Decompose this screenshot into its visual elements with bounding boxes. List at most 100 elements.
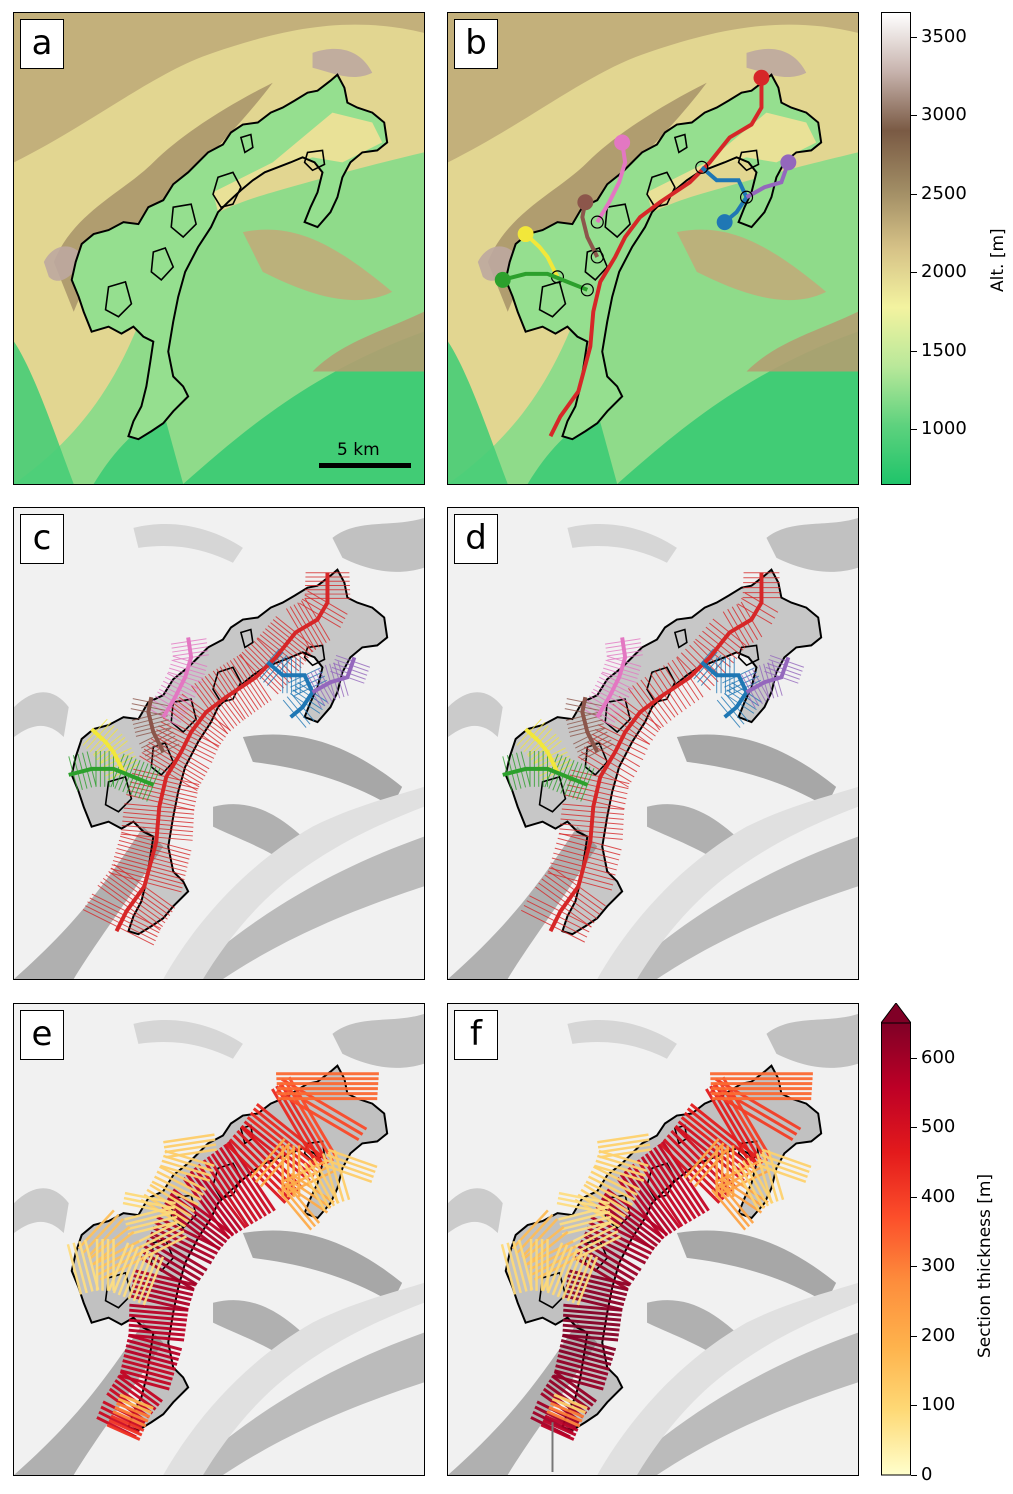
thickness-section [560, 1339, 615, 1357]
thickness-section [534, 1405, 577, 1429]
hillshade-valley [163, 786, 424, 979]
nunatak-outline [170, 203, 197, 239]
thickness-section [548, 1406, 583, 1423]
thickness-section [683, 1111, 756, 1171]
flowline-blue [700, 660, 749, 719]
terrain-band [93, 411, 184, 484]
thickness-section [542, 1419, 577, 1437]
colorbar-tick-label: 400 [921, 1185, 956, 1207]
nunatak-outline [212, 666, 242, 704]
panel-label-b: b [454, 19, 498, 69]
junction-node [695, 160, 709, 174]
terrain-band [448, 341, 508, 484]
thickness-section [555, 1364, 607, 1381]
panel-e: e [13, 1003, 425, 1476]
colorbar-tick-mark [911, 36, 917, 38]
hillshade-valley [597, 1282, 858, 1475]
nunatak-outline [673, 628, 688, 649]
glacier-outline [70, 73, 389, 441]
thickness-section [78, 1241, 94, 1292]
thickness-section [562, 1323, 620, 1332]
thickness-section [154, 1175, 202, 1201]
thickness-section [564, 1289, 625, 1307]
map-a [14, 13, 424, 484]
thickness-section [711, 1189, 747, 1231]
map-c [14, 508, 424, 979]
terrain-band [676, 229, 827, 301]
thickness-section [321, 1153, 339, 1204]
flowline-main [548, 572, 764, 933]
thickness-section [114, 1379, 157, 1411]
hillshade-ridge [766, 517, 858, 572]
thickness-section [526, 1240, 574, 1266]
thickness-section [583, 1183, 630, 1213]
flowline-head-blue [716, 214, 733, 231]
hillshade-ridge [676, 1230, 837, 1303]
flowline-green [502, 271, 589, 292]
thickness-section [112, 1244, 135, 1294]
glacier-upper [647, 112, 817, 213]
thickness-section [152, 1226, 216, 1260]
flowline-purple [745, 161, 791, 199]
thickness-section [324, 1158, 374, 1179]
thickness-colorbar [880, 1002, 912, 1476]
thickness-section [598, 1201, 658, 1248]
thickness-section [122, 1248, 145, 1298]
thickness-section [327, 1148, 378, 1169]
thickness-section [126, 1215, 178, 1231]
hillshade-ridge [766, 1013, 858, 1068]
hillshade-ridge [183, 1332, 424, 1475]
flowline-blue [700, 165, 749, 224]
thickness-section [117, 1397, 153, 1414]
thickness-section [128, 1318, 187, 1327]
thickness-section [556, 1201, 608, 1215]
hillshade-ridge [617, 1332, 858, 1475]
thickness-section [563, 1308, 622, 1317]
terrain-band [477, 246, 518, 281]
thickness-section [595, 1159, 646, 1177]
hillshade-ridge [448, 826, 598, 979]
junction-node [580, 283, 594, 297]
thickness-section [108, 1419, 143, 1437]
thickness-section [123, 1196, 175, 1210]
thickness-section [512, 1241, 528, 1292]
thickness-section [72, 1242, 88, 1294]
thickness-section [756, 1163, 807, 1184]
thickness-section [124, 1191, 176, 1205]
panel-label-d: d [454, 514, 498, 564]
thickness-section [149, 1183, 196, 1213]
thickness-section [559, 1210, 611, 1226]
flowline-head-brown [577, 194, 594, 211]
colorbar-tick-label: 500 [921, 1116, 956, 1138]
hillshade-ridge [242, 1230, 403, 1303]
thickness-section [597, 1154, 648, 1172]
colorbar-tick-label: 100 [921, 1394, 956, 1416]
thickness-section [151, 1180, 199, 1206]
thickness-section [249, 1111, 322, 1171]
thickness-section [112, 1410, 147, 1428]
thickness-section [125, 1344, 179, 1361]
hillshade-ridge [14, 692, 69, 738]
nunatak-outline [584, 247, 609, 281]
altitude-colorbar-title: Alt. [m] [988, 228, 1008, 292]
thickness-section [565, 1284, 626, 1302]
thickness-section [688, 1142, 725, 1184]
thickness-section [737, 1162, 765, 1209]
colorbar-tick-label: 2500 [921, 182, 967, 204]
glacier-shade [505, 1065, 822, 1431]
panel-label-c: c [20, 514, 64, 564]
thickness-section [106, 1423, 141, 1441]
thickness-section [598, 1149, 649, 1167]
hillshade-ridge [133, 524, 243, 563]
flowline-green [502, 766, 589, 787]
thickness-section [551, 1246, 574, 1296]
thickness-section [603, 1192, 665, 1240]
thickness-section [87, 1218, 125, 1258]
thickness-section [148, 1234, 208, 1272]
thickness-section [281, 1185, 317, 1228]
thickness-section [254, 1142, 291, 1184]
thickness-section [761, 1151, 779, 1202]
thickness-section [648, 1149, 697, 1220]
thickness-section [558, 1205, 609, 1221]
thickness-section [127, 1333, 183, 1352]
